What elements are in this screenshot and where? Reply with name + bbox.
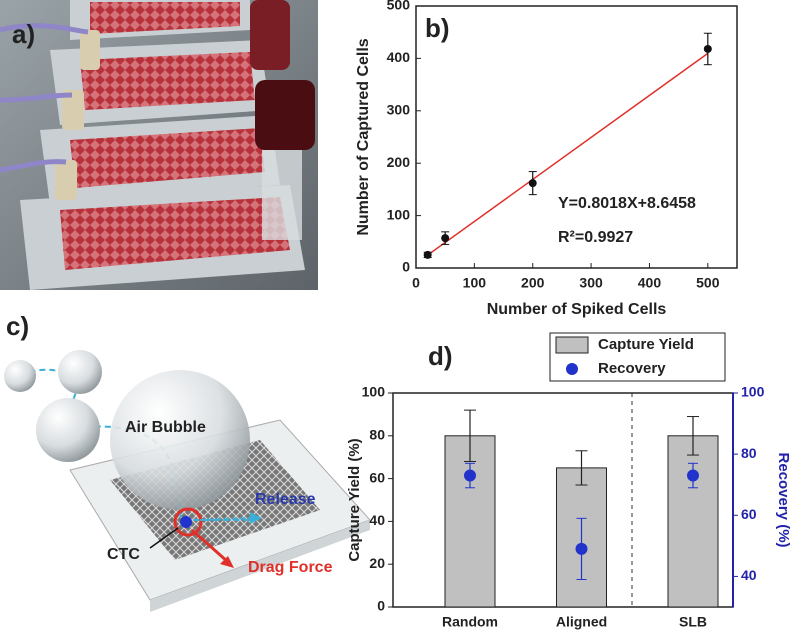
y-tick-label: 400 xyxy=(387,49,411,65)
connector xyxy=(62,90,84,130)
connector xyxy=(80,30,100,70)
chip xyxy=(80,52,255,110)
x-tick-label: 0 xyxy=(412,275,420,291)
x-tick-label: Random xyxy=(442,614,498,630)
panel-label: a) xyxy=(12,19,35,49)
y-axis-label: Capture Yield (%) xyxy=(346,438,363,561)
x-tick-label: 200 xyxy=(521,275,545,291)
y-tick-label: 80 xyxy=(369,427,385,443)
annotation: R²=0.9927 xyxy=(558,229,633,246)
y2-tick-label: 60 xyxy=(741,506,757,522)
y-tick-label: 500 xyxy=(387,0,411,13)
fit-line xyxy=(427,52,709,256)
panel-label: b) xyxy=(425,13,450,43)
bubble xyxy=(58,350,102,394)
y-tick-label: 100 xyxy=(387,206,411,222)
y-tick-label: 20 xyxy=(369,555,385,571)
y-tick-label: 40 xyxy=(369,512,385,528)
y-axis-label: Number of Captured Cells xyxy=(355,38,372,235)
y-tick-label: 60 xyxy=(369,469,385,485)
diagram: c) Air Bubble Release CTC Drag Force xyxy=(4,311,371,612)
point xyxy=(441,234,450,243)
recovery-point xyxy=(687,469,699,482)
bubble xyxy=(36,398,100,462)
syringe xyxy=(255,80,315,150)
drag-force-label: Drag Force xyxy=(248,559,333,576)
x-tick-label: 100 xyxy=(463,275,487,291)
x-tick-label: Aligned xyxy=(556,614,607,630)
y-tick-label: 0 xyxy=(402,259,410,275)
ctc-label: CTC xyxy=(107,546,140,563)
slide-edge xyxy=(150,520,370,612)
recovery-point xyxy=(464,469,476,482)
release-arrow xyxy=(199,517,253,521)
connector xyxy=(55,160,77,200)
ctc xyxy=(180,516,192,528)
ctc-pointer xyxy=(149,527,179,549)
bar xyxy=(667,435,719,608)
tubing xyxy=(0,23,89,173)
panel-label: c) xyxy=(6,311,29,341)
y-tick-label: 0 xyxy=(377,598,385,614)
air-bubble xyxy=(110,370,250,510)
chip xyxy=(60,197,290,270)
drag-arrow xyxy=(191,528,229,564)
y2-tick-label: 100 xyxy=(741,384,765,400)
syringe xyxy=(250,0,290,70)
legend-swatch xyxy=(566,363,578,375)
legend-label: Recovery xyxy=(598,360,666,377)
chip xyxy=(70,128,265,188)
y-tick-label: 200 xyxy=(387,154,411,170)
y2-tick-label: 40 xyxy=(741,567,757,583)
ctc-ring xyxy=(173,507,203,537)
x-tick-label: 500 xyxy=(696,275,720,291)
y-tick-label: 100 xyxy=(362,384,386,400)
y2-tick-label: 80 xyxy=(741,445,757,461)
photo: a) xyxy=(0,0,318,290)
x-tick-label: 300 xyxy=(579,275,603,291)
x-tick-label: SLB xyxy=(679,614,707,630)
legend-label: Capture Yield xyxy=(598,336,694,353)
annotation: Y=0.8018X+8.6458 xyxy=(558,195,696,212)
release-label: Release xyxy=(255,491,316,508)
point xyxy=(423,250,432,259)
bubble-path xyxy=(19,368,250,521)
chip xyxy=(90,2,240,34)
x-tick-label: 400 xyxy=(638,275,662,291)
arrowhead xyxy=(250,512,262,524)
syringe-barrel xyxy=(262,150,302,240)
x-axis-label: Number of Spiked Cells xyxy=(487,301,667,318)
point xyxy=(528,179,537,188)
panel-label: d) xyxy=(428,341,453,371)
bubble xyxy=(4,360,36,392)
point xyxy=(703,44,712,53)
plot-frame xyxy=(415,5,738,269)
arrowhead xyxy=(220,556,234,568)
recovery-point xyxy=(575,542,588,555)
y2-axis-label: Recovery (%) xyxy=(775,452,792,547)
y-tick-label: 300 xyxy=(387,102,411,118)
air-bubble-label: Air Bubble xyxy=(125,419,206,436)
legend-swatch xyxy=(555,336,589,354)
